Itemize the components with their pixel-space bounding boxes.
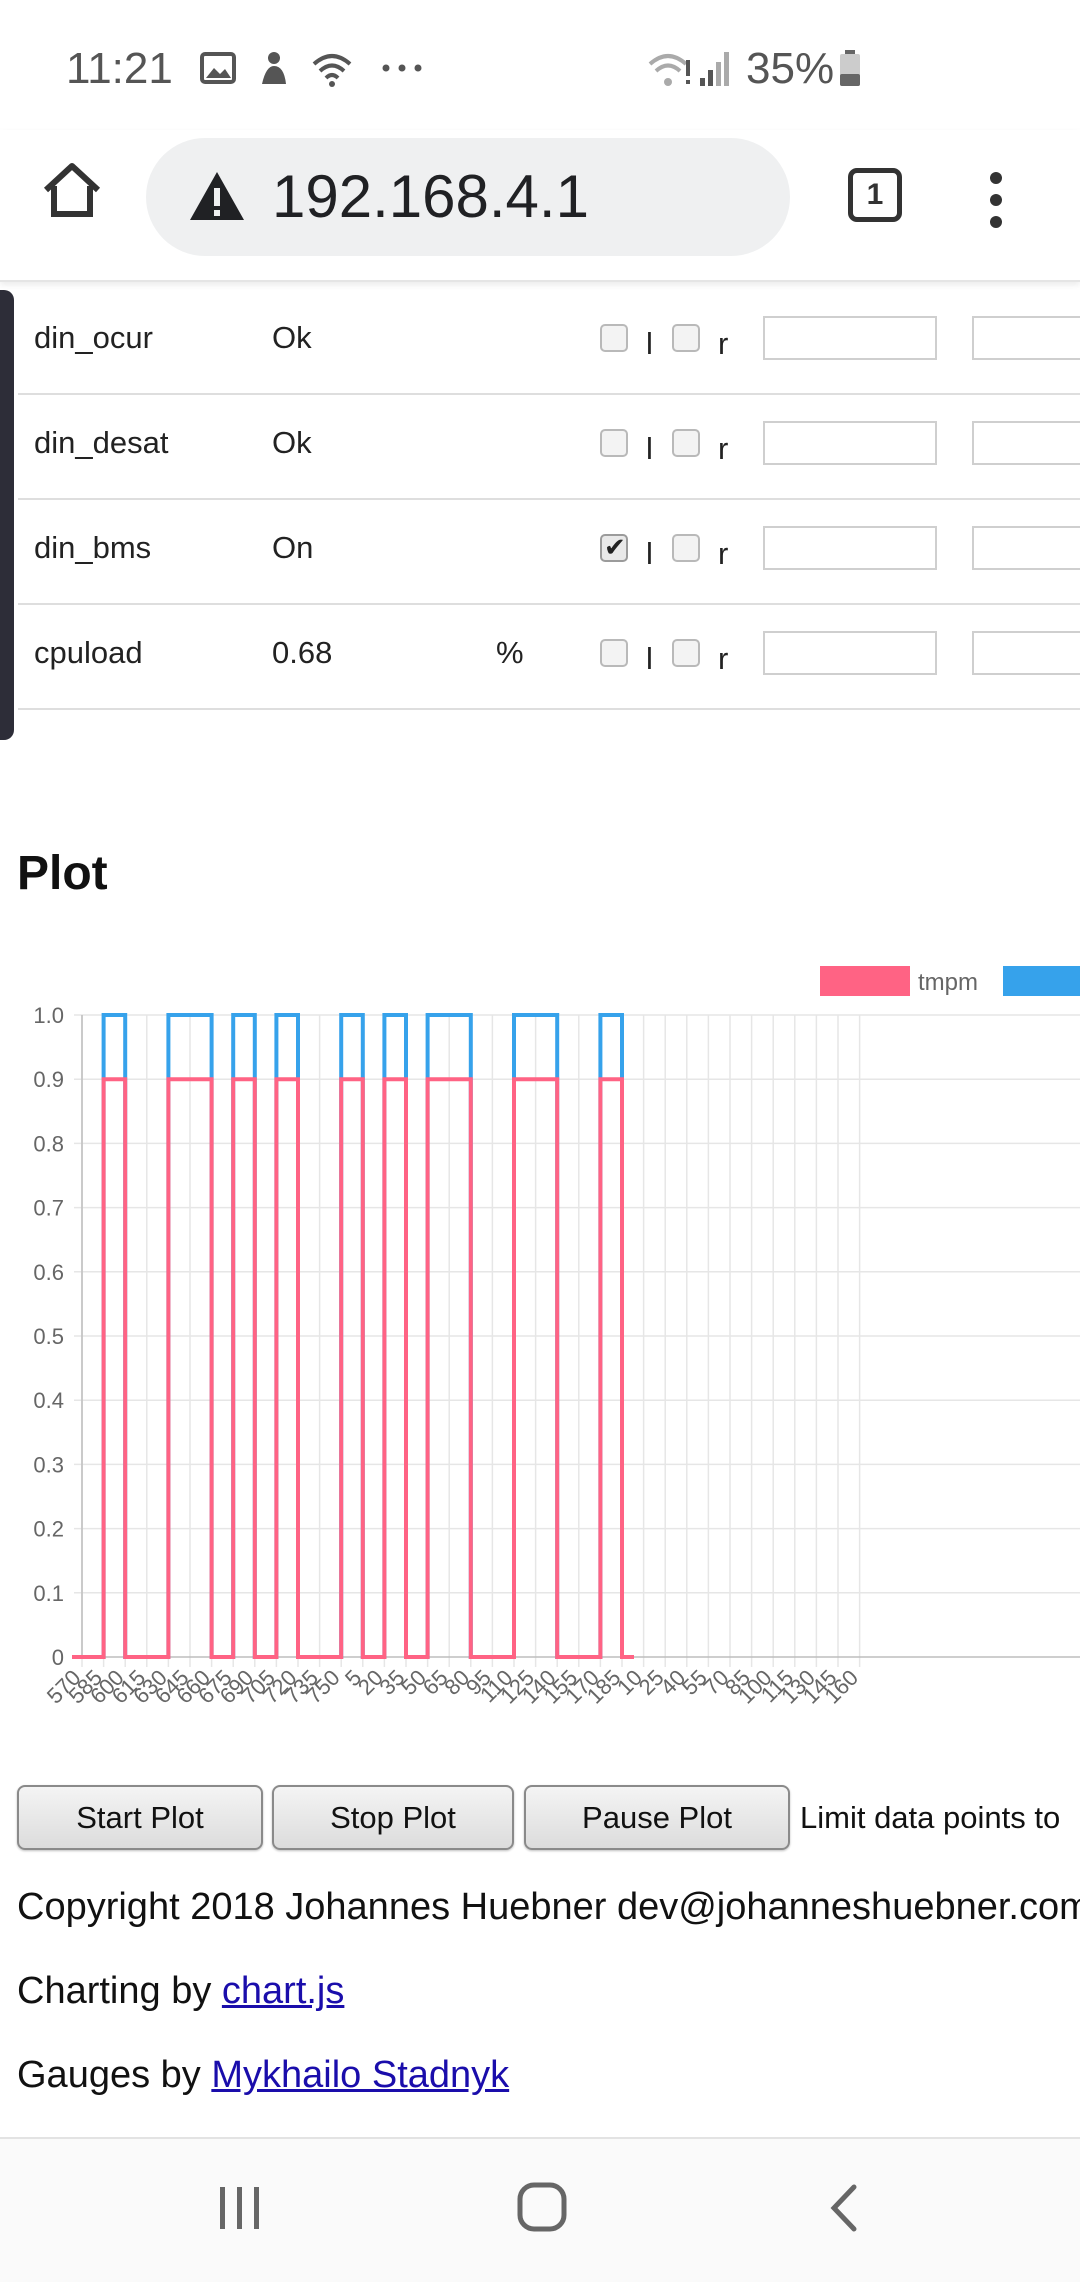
gain-input[interactable]	[763, 526, 937, 570]
right-axis-label: r	[718, 641, 729, 676]
wifi-icon	[312, 54, 352, 87]
y-tick-label: 0.4	[33, 1388, 64, 1413]
copyright-text: Copyright 2018 Johannes Huebner dev@joha…	[17, 1886, 1080, 1928]
plot-right-checkbox[interactable]	[672, 324, 700, 352]
legend-swatch	[820, 966, 910, 996]
status-time: 11:21	[66, 44, 173, 93]
offset-input[interactable]	[972, 421, 1080, 465]
chartjs-link[interactable]: chart.js	[221, 1970, 345, 2012]
gain-input[interactable]	[763, 316, 937, 360]
plot-right-checkbox[interactable]	[672, 429, 700, 457]
plot-left-checkbox[interactable]	[600, 639, 628, 667]
y-tick-label: 0.3	[33, 1452, 64, 1477]
tab-switcher-button[interactable]: 1	[848, 168, 902, 222]
status-bar: 11:21 35%	[0, 0, 1080, 130]
right-axis-label: r	[718, 431, 729, 466]
left-axis-label: l	[646, 326, 653, 361]
gauges-credit: Gauges by Mykhailo Stadnyk	[17, 2054, 509, 2097]
y-tick-label: 1.0	[33, 1003, 64, 1028]
battery-percent: 35%	[746, 44, 835, 93]
pause-plot-button[interactable]: Pause Plot	[524, 1785, 790, 1850]
plot-left-checkbox[interactable]	[600, 429, 628, 457]
param-row-din-ocur: din_ocur Ok l r	[18, 290, 1080, 395]
param-row-din-desat: din_desat Ok l r	[18, 395, 1080, 500]
browser-toolbar: 192.168.4.1 1	[0, 130, 1080, 282]
charting-credit: Charting by chart.js	[17, 1970, 344, 2013]
url-text[interactable]: 192.168.4.1	[272, 163, 589, 230]
charting-prefix: Charting by	[17, 1970, 222, 2012]
gauges-prefix: Gauges by	[17, 2054, 212, 2096]
legend-swatch	[1003, 966, 1080, 996]
param-name: din_bms	[34, 530, 152, 565]
y-tick-label: 0.2	[33, 1517, 64, 1542]
back-icon[interactable]	[826, 2183, 862, 2233]
gain-input[interactable]	[763, 631, 937, 675]
param-name: din_desat	[34, 425, 169, 460]
wifi-warning-icon	[648, 54, 690, 86]
battery-icon	[840, 50, 860, 86]
more-dots-icon	[382, 64, 422, 72]
param-value: Ok	[272, 320, 312, 355]
offset-input[interactable]	[972, 526, 1080, 570]
y-tick-label: 0.8	[33, 1131, 64, 1156]
address-bar[interactable]: 192.168.4.1	[146, 138, 790, 256]
plot-left-checkbox[interactable]	[600, 532, 628, 563]
limit-data-points-label: Limit data points to	[800, 1800, 1061, 1835]
param-value: Ok	[272, 425, 312, 460]
param-row-din-bms: din_bms On l r	[18, 500, 1080, 605]
left-axis-label: l	[646, 431, 653, 466]
y-tick-label: 0.1	[33, 1581, 64, 1606]
param-table: din_ocur Ok l r din_desat Ok l r din_bms…	[18, 290, 1080, 710]
offset-input[interactable]	[972, 631, 1080, 675]
side-panel-handle[interactable]	[0, 290, 14, 740]
home-nav-icon[interactable]	[516, 2181, 568, 2233]
param-row-cpuload: cpuload 0.68 % l r	[18, 605, 1080, 710]
gauges-author-link[interactable]: Mykhailo Stadnyk	[211, 2054, 510, 2096]
param-value: On	[272, 530, 314, 565]
overflow-menu-icon[interactable]	[984, 170, 1008, 230]
signal-icon	[700, 52, 729, 86]
series-line	[72, 1077, 634, 1659]
offset-input[interactable]	[972, 316, 1080, 360]
warning-icon[interactable]	[188, 170, 246, 222]
y-tick-label: 0.6	[33, 1260, 64, 1285]
left-axis-label: l	[646, 641, 653, 676]
gain-input[interactable]	[763, 421, 937, 465]
left-axis-label: l	[646, 536, 653, 571]
plot-right-checkbox[interactable]	[672, 639, 700, 667]
plot-heading: Plot	[17, 847, 108, 900]
param-unit: %	[496, 635, 524, 670]
legend-label: tmpm	[918, 969, 978, 996]
param-value: 0.68	[272, 635, 333, 670]
y-tick-label: 0	[52, 1645, 64, 1670]
start-plot-button[interactable]: Start Plot	[17, 1785, 263, 1850]
stop-plot-button[interactable]: Stop Plot	[272, 1785, 514, 1850]
system-nav-bar	[0, 2137, 1080, 2282]
param-name: din_ocur	[34, 320, 153, 355]
recent-apps-icon[interactable]	[216, 2183, 264, 2233]
gallery-icon	[200, 52, 236, 84]
plot-chart[interactable]: 00.10.20.30.40.50.60.70.80.91.0570585600…	[0, 950, 1080, 1730]
param-name: cpuload	[34, 635, 143, 670]
plot-left-checkbox[interactable]	[600, 324, 628, 352]
right-axis-label: r	[718, 326, 729, 361]
home-icon[interactable]	[40, 158, 104, 222]
right-axis-label: r	[718, 536, 729, 571]
plot-right-checkbox[interactable]	[672, 534, 700, 562]
notification-icon	[262, 52, 286, 84]
y-tick-label: 0.9	[33, 1067, 64, 1092]
y-tick-label: 0.7	[33, 1196, 64, 1221]
y-tick-label: 0.5	[33, 1324, 64, 1349]
